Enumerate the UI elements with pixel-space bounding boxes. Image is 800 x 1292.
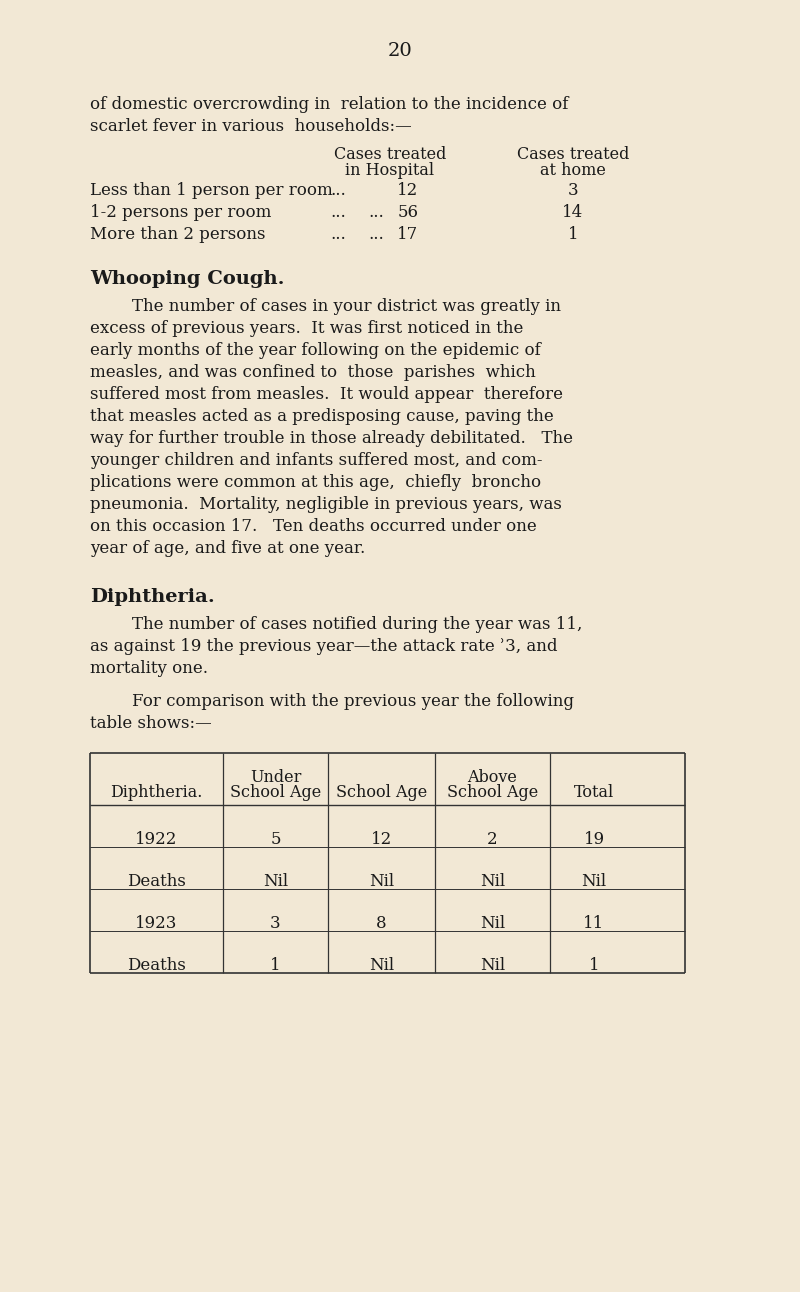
Text: of domestic overcrowding in  relation to the incidence of: of domestic overcrowding in relation to …: [90, 96, 568, 112]
Text: 2: 2: [487, 831, 498, 848]
Text: Nil: Nil: [480, 957, 505, 974]
Text: on this occasion 17.   Ten deaths occurred under one: on this occasion 17. Ten deaths occurred…: [90, 518, 537, 535]
Text: mortality one.: mortality one.: [90, 660, 208, 677]
Text: 17: 17: [398, 226, 418, 243]
Text: 56: 56: [398, 204, 418, 221]
Text: suffered most from measles.  It would appear  therefore: suffered most from measles. It would app…: [90, 386, 563, 403]
Text: plications were common at this age,  chiefly  broncho: plications were common at this age, chie…: [90, 474, 541, 491]
Text: For comparison with the previous year the following: For comparison with the previous year th…: [90, 693, 574, 711]
Text: More than 2 persons: More than 2 persons: [90, 226, 266, 243]
Text: in Hospital: in Hospital: [346, 162, 434, 180]
Text: School Age: School Age: [230, 784, 321, 801]
Text: School Age: School Age: [336, 784, 427, 801]
Text: Nil: Nil: [263, 873, 288, 890]
Text: younger children and infants suffered most, and com-: younger children and infants suffered mo…: [90, 452, 542, 469]
Text: ...: ...: [330, 182, 346, 199]
Text: 20: 20: [388, 43, 412, 59]
Text: Deaths: Deaths: [127, 873, 186, 890]
Text: that measles acted as a predisposing cause, paving the: that measles acted as a predisposing cau…: [90, 408, 554, 425]
Text: The number of cases notified during the year was 11,: The number of cases notified during the …: [90, 616, 582, 633]
Text: Cases treated: Cases treated: [334, 146, 446, 163]
Text: 12: 12: [398, 182, 418, 199]
Text: way for further trouble in those already debilitated.   The: way for further trouble in those already…: [90, 430, 573, 447]
Text: 12: 12: [371, 831, 392, 848]
Text: Less than 1 person per room: Less than 1 person per room: [90, 182, 333, 199]
Text: 11: 11: [583, 915, 605, 932]
Text: early months of the year following on the epidemic of: early months of the year following on th…: [90, 342, 541, 359]
Text: Diphtheria.: Diphtheria.: [90, 588, 214, 606]
Text: ...: ...: [330, 204, 346, 221]
Text: at home: at home: [540, 162, 606, 180]
Text: 3: 3: [270, 915, 281, 932]
Text: Diphtheria.: Diphtheria.: [110, 784, 202, 801]
Text: Nil: Nil: [582, 873, 606, 890]
Text: Nil: Nil: [480, 873, 505, 890]
Text: Total: Total: [574, 784, 614, 801]
Text: Nil: Nil: [480, 915, 505, 932]
Text: Nil: Nil: [369, 957, 394, 974]
Text: 1: 1: [568, 226, 578, 243]
Text: 1923: 1923: [135, 915, 178, 932]
Text: School Age: School Age: [447, 784, 538, 801]
Text: Whooping Cough.: Whooping Cough.: [90, 270, 285, 288]
Text: 14: 14: [562, 204, 584, 221]
Text: 1922: 1922: [135, 831, 178, 848]
Text: measles, and was confined to  those  parishes  which: measles, and was confined to those paris…: [90, 364, 536, 381]
Text: ...: ...: [368, 204, 384, 221]
Text: Cases treated: Cases treated: [517, 146, 629, 163]
Text: 3: 3: [568, 182, 578, 199]
Text: excess of previous years.  It was first noticed in the: excess of previous years. It was first n…: [90, 320, 523, 337]
Text: as against 19 the previous year—the attack rate ʾ3, and: as against 19 the previous year—the atta…: [90, 638, 558, 655]
Text: pneumonia.  Mortality, negligible in previous years, was: pneumonia. Mortality, negligible in prev…: [90, 496, 562, 513]
Text: 8: 8: [376, 915, 387, 932]
Text: scarlet fever in various  households:—: scarlet fever in various households:—: [90, 118, 412, 134]
Text: Nil: Nil: [369, 873, 394, 890]
Text: Above: Above: [467, 769, 518, 786]
Text: 5: 5: [270, 831, 281, 848]
Text: table shows:—: table shows:—: [90, 714, 212, 733]
Text: ...: ...: [330, 226, 346, 243]
Text: Deaths: Deaths: [127, 957, 186, 974]
Text: 1-2 persons per room: 1-2 persons per room: [90, 204, 271, 221]
Text: ...: ...: [368, 226, 384, 243]
Text: year of age, and five at one year.: year of age, and five at one year.: [90, 540, 366, 557]
Text: 1: 1: [589, 957, 599, 974]
Text: Under: Under: [250, 769, 301, 786]
Text: 1: 1: [270, 957, 281, 974]
Text: The number of cases in your district was greatly in: The number of cases in your district was…: [90, 298, 561, 315]
Text: 19: 19: [583, 831, 605, 848]
